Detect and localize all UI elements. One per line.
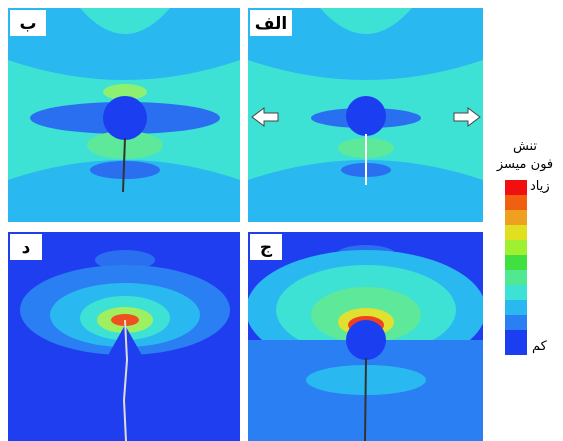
panel-label: د	[22, 238, 31, 258]
panel-alef: الف	[248, 8, 483, 222]
panel-b: ب	[8, 8, 240, 222]
panel-label: الف	[255, 14, 287, 34]
legend-high: زیاد	[530, 179, 550, 194]
panel-jim: ج	[248, 232, 483, 441]
panel-dal: د	[8, 232, 240, 441]
legend: تنش فون میسز زیاد کم	[496, 139, 553, 355]
legend-subtitle: فون میسز	[496, 157, 553, 172]
panel-label: ج	[260, 238, 273, 258]
legend-low: کم	[532, 339, 548, 354]
panel-label: ب	[19, 14, 36, 34]
legend-title: تنش	[513, 139, 537, 154]
